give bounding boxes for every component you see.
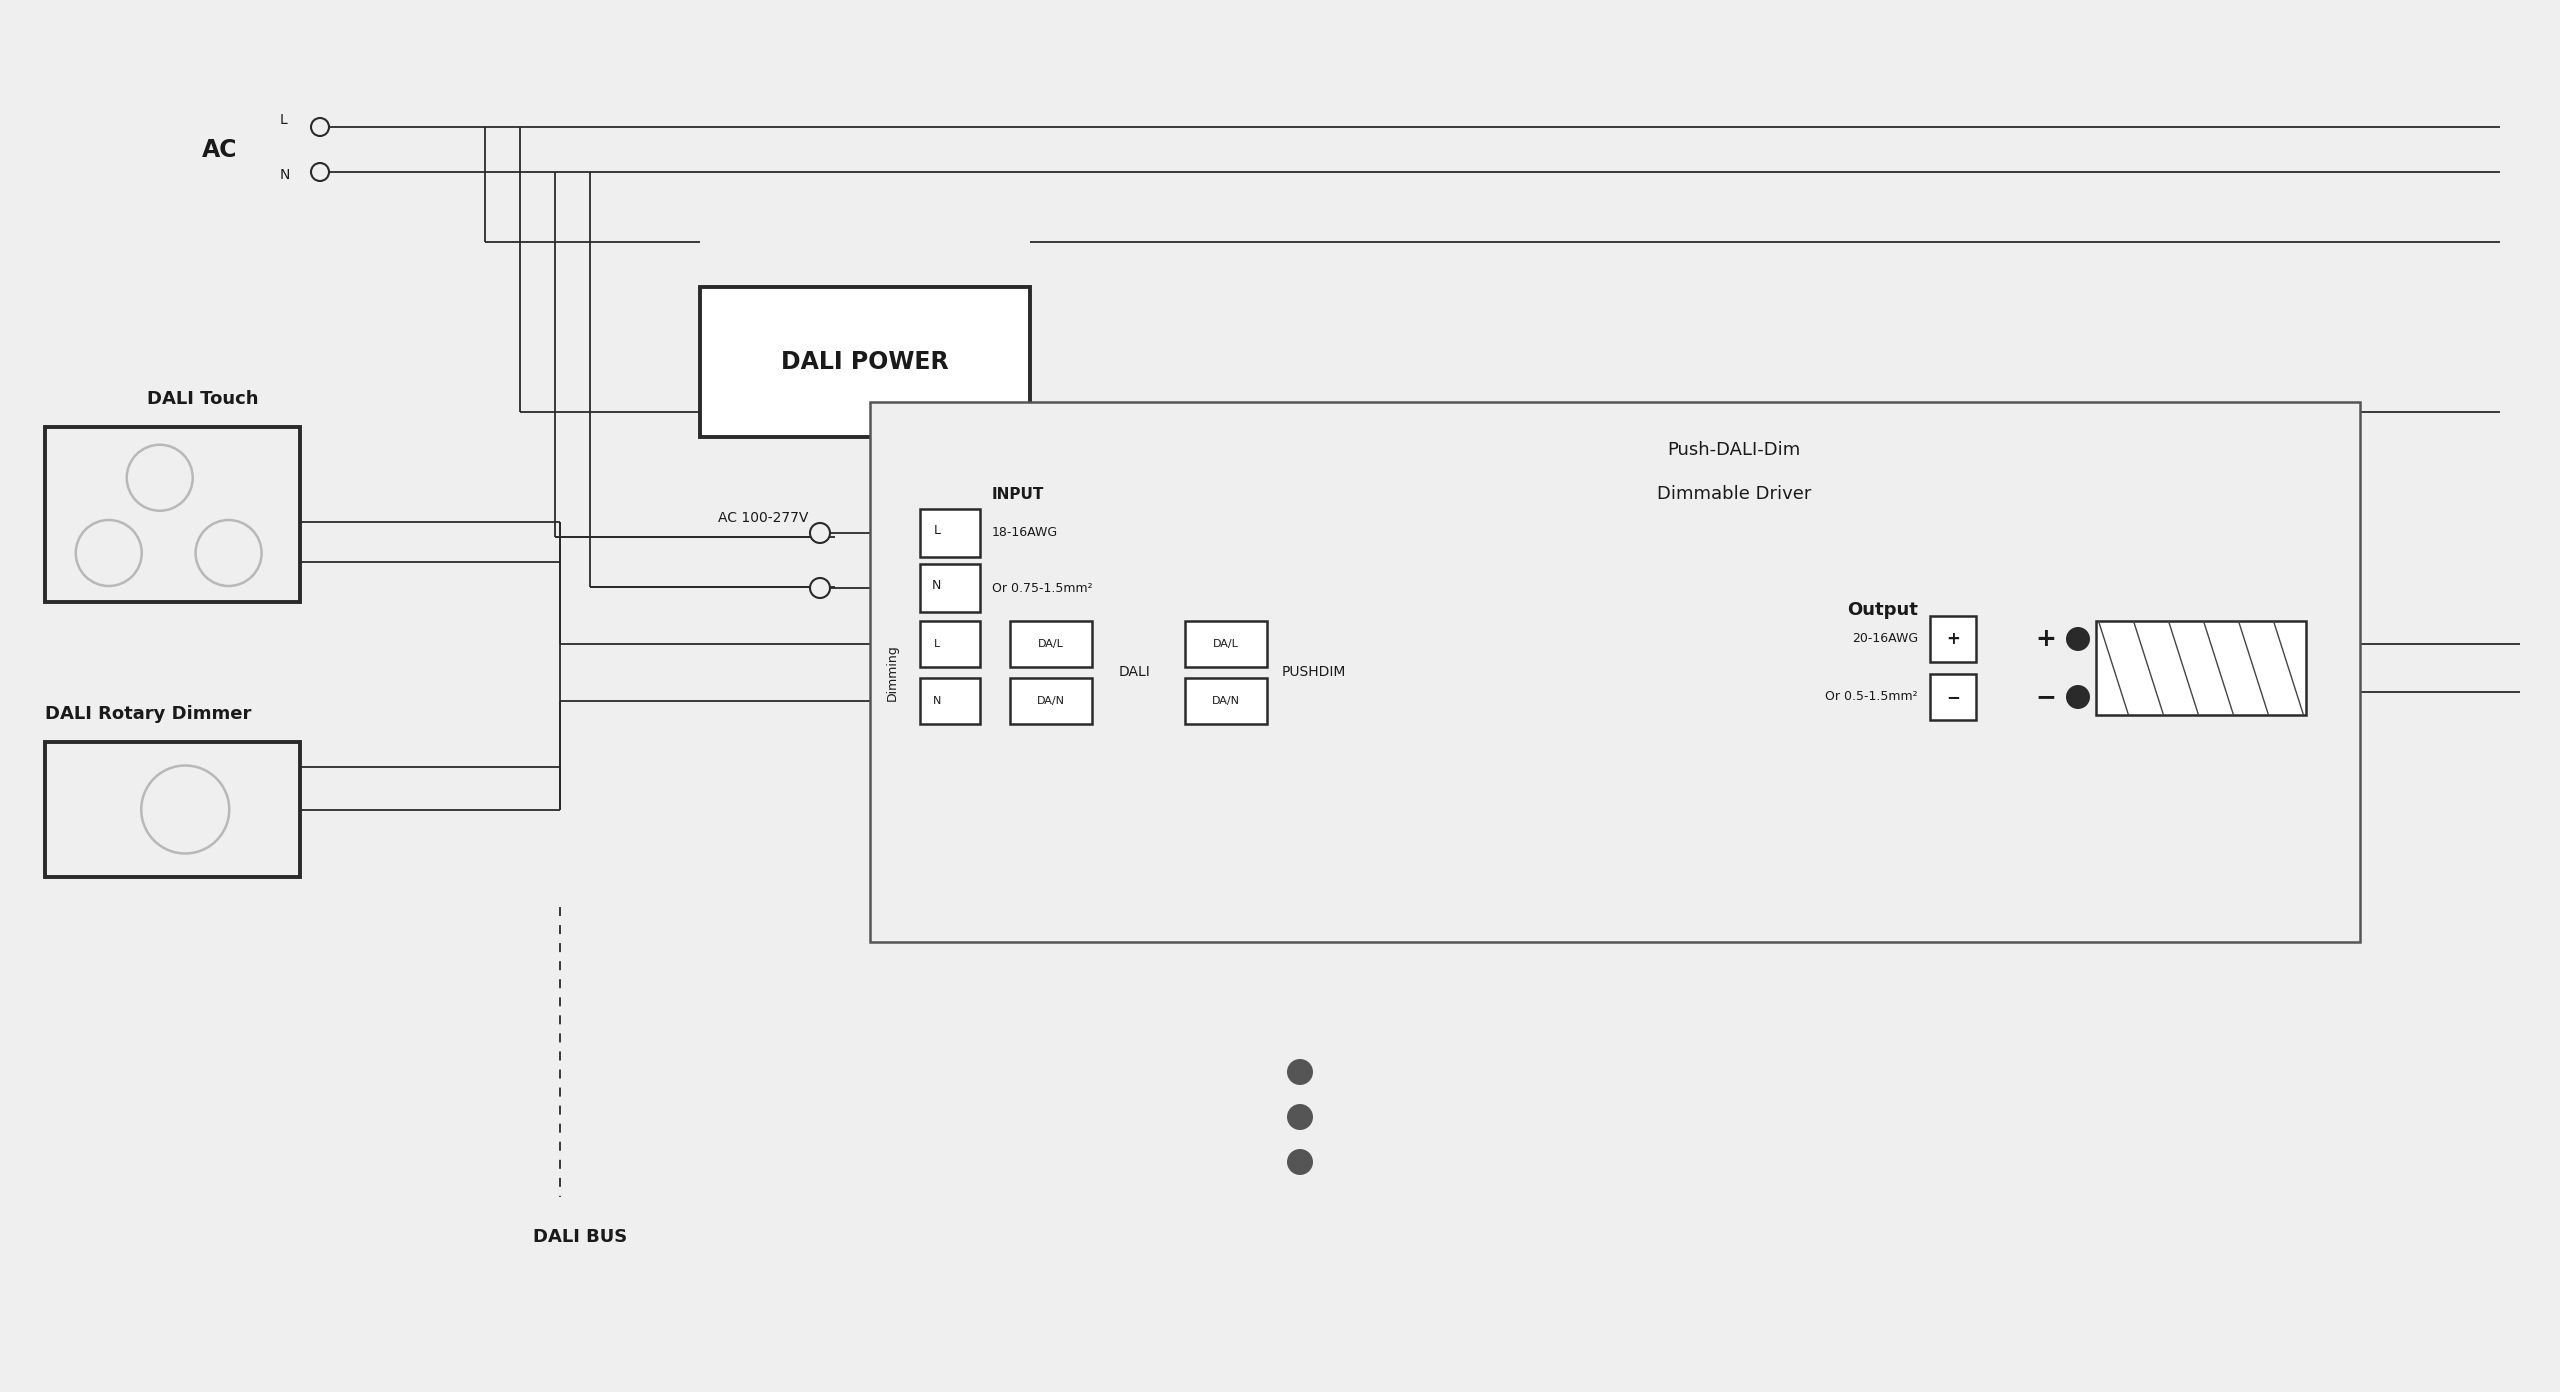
Circle shape [1288,1148,1313,1175]
Text: DA/N: DA/N [1211,696,1239,706]
Text: PUSHDIM: PUSHDIM [1283,665,1347,679]
Text: +: + [1946,631,1961,649]
Circle shape [1288,1059,1313,1084]
Circle shape [195,521,261,586]
Circle shape [310,163,330,181]
Text: N: N [932,579,942,592]
Bar [1930,617,1976,663]
Text: −: − [1946,688,1961,706]
Text: DA/L: DA/L [1213,639,1239,649]
Text: L: L [279,113,287,127]
Text: N: N [279,168,289,182]
Text: INPUT: INPUT [991,487,1044,503]
Bar [699,287,1029,437]
Circle shape [310,118,330,136]
Text: +: + [2035,626,2056,651]
Circle shape [128,445,192,511]
Text: 18-16AWG: 18-16AWG [991,526,1057,540]
Text: DALI Rotary Dimmer: DALI Rotary Dimmer [46,704,251,722]
Circle shape [1288,1104,1313,1130]
Bar [1011,678,1093,724]
Circle shape [809,523,829,543]
Text: Output: Output [1848,601,1917,619]
Bar [2097,621,2307,715]
Text: DALI Touch: DALI Touch [146,390,259,408]
Text: Dimmable Driver: Dimmable Driver [1656,484,1812,503]
Text: 20-16AWG: 20-16AWG [1851,632,1917,646]
Bar [919,621,980,667]
Text: −: − [2035,685,2056,709]
Bar [1185,678,1267,724]
Text: L: L [934,639,940,649]
Text: DALI POWER: DALI POWER [781,349,950,374]
Circle shape [141,766,230,853]
Text: Or 0.75-1.5mm²: Or 0.75-1.5mm² [991,582,1093,594]
Circle shape [809,578,829,599]
Text: Push-DALI-Dim: Push-DALI-Dim [1667,441,1800,459]
Text: AC: AC [202,138,238,161]
Bar [1185,621,1267,667]
Bar [46,742,300,877]
Circle shape [2066,626,2089,651]
Text: DALI: DALI [1119,665,1152,679]
Text: AC 100-277V: AC 100-277V [717,511,809,525]
Bar [46,427,300,601]
Bar [1011,621,1093,667]
Text: DA/L: DA/L [1037,639,1065,649]
Bar [919,564,980,612]
Bar [870,402,2360,942]
Text: DA/N: DA/N [1037,696,1065,706]
Bar [919,678,980,724]
Bar [1930,674,1976,720]
Text: L: L [934,525,940,537]
Text: Dimming: Dimming [886,644,899,702]
Text: Or 0.5-1.5mm²: Or 0.5-1.5mm² [1825,690,1917,703]
Text: N: N [932,696,942,706]
Text: DALI BUS: DALI BUS [532,1228,627,1246]
Bar [919,509,980,557]
Circle shape [77,521,141,586]
Circle shape [2066,685,2089,709]
